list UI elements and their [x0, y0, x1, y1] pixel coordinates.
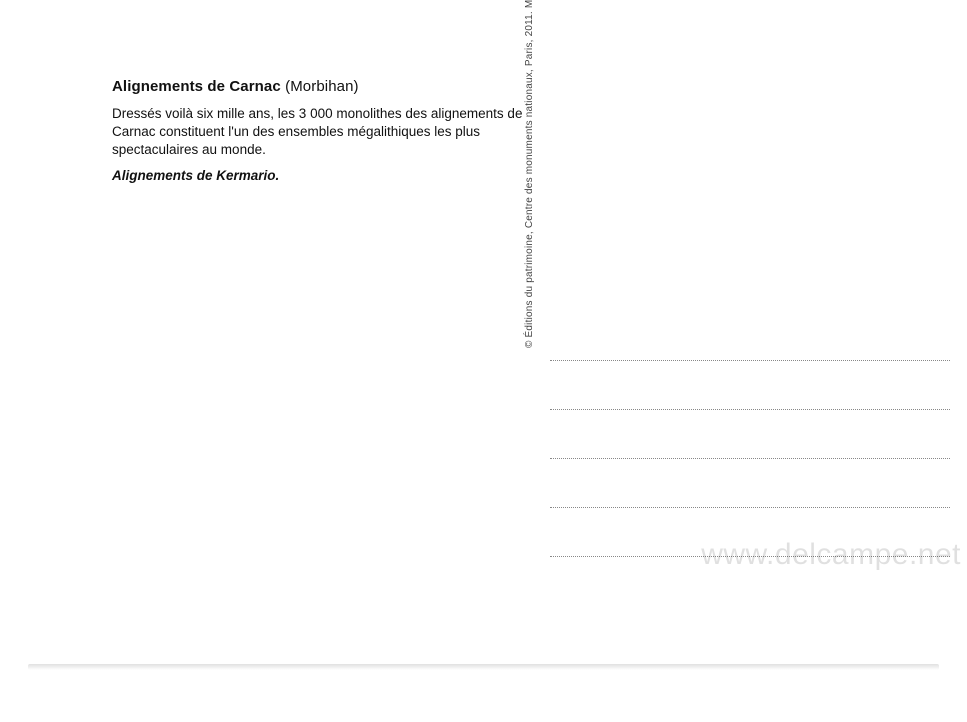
page: Alignements de Carnac (Morbihan) Dressés… — [0, 0, 967, 722]
subtitle: Alignements de Kermario. — [112, 168, 542, 183]
address-line — [550, 360, 950, 361]
body-text: Dressés voilà six mille ans, les 3 000 m… — [112, 105, 542, 160]
card-shadow — [28, 664, 939, 670]
address-line — [550, 458, 950, 459]
watermark: www.delcampe.net — [701, 538, 961, 572]
address-line — [550, 507, 950, 508]
address-line — [550, 409, 950, 410]
credit-vertical: © Éditions du patrimoine, Centre des mon… — [524, 0, 535, 348]
title-main: Alignements de Carnac — [112, 78, 281, 95]
description-block: Alignements de Carnac (Morbihan) Dressés… — [112, 78, 542, 183]
title-line: Alignements de Carnac (Morbihan) — [112, 78, 542, 95]
title-region: (Morbihan) — [285, 78, 359, 95]
